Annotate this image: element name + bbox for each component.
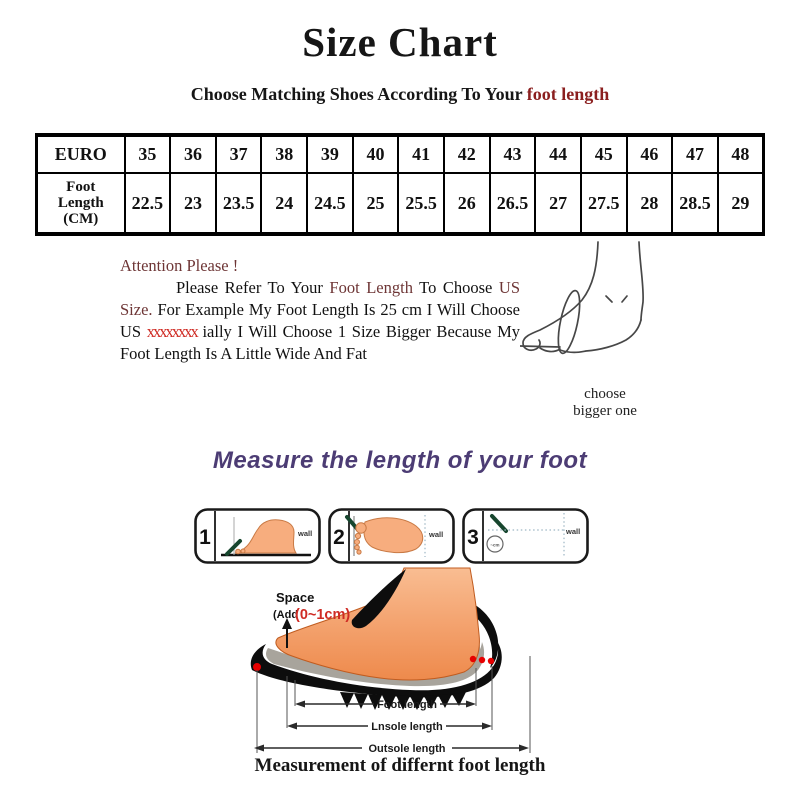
size-cell: 38 — [260, 134, 309, 174]
attention-text: Please Refer To Your — [176, 278, 330, 297]
size-cell: 42 — [442, 134, 491, 174]
attention-foot-length: Foot Length — [329, 278, 413, 297]
size-cell: 37 — [214, 134, 263, 174]
wall-label: wall — [565, 527, 580, 536]
shoe-collar-swoosh — [351, 569, 406, 629]
attention-heading: Attention Please ! — [120, 256, 239, 275]
attention-paragraph: Please Refer To Your Foot Length To Choo… — [120, 277, 520, 365]
ruler-circle-icon — [486, 535, 504, 553]
add-value-label: (0~1cm) — [295, 607, 350, 623]
size-cell: 26 — [442, 172, 491, 235]
size-cell: 23.5 — [214, 172, 263, 235]
foot-length-header-line: Foot — [66, 179, 96, 195]
circle-label: ~cm — [490, 543, 499, 548]
foot-sketch — [520, 241, 645, 355]
foot-length-header-line: Length — [57, 195, 104, 211]
heel-dot — [478, 656, 486, 664]
size-cell: 26.5 — [488, 172, 537, 235]
foot-side-illustration — [234, 519, 297, 554]
measure-heading: Measure the length of your foot — [212, 447, 588, 474]
size-cell: 40 — [351, 134, 400, 174]
marker-pen-icon — [225, 539, 242, 556]
step-number: 3 — [467, 526, 479, 549]
size-cell: 23 — [169, 172, 217, 235]
size-cell: 24.5 — [306, 172, 354, 235]
step-number: 1 — [199, 526, 211, 549]
step-panel-2: 2 wall — [328, 508, 455, 564]
footer-caption: Measurement of differnt foot length — [254, 755, 546, 776]
step-panel-3: 3 ~cm wall — [462, 508, 589, 564]
foot-length-header-line: (CM) — [63, 211, 99, 227]
dim-foot-length: Foot length — [377, 699, 437, 711]
euro-header: EURO — [35, 134, 126, 174]
subtitle-prefix: Choose Matching Shoes According To Your — [190, 84, 527, 104]
tread-teeth — [340, 692, 466, 710]
size-cell: 39 — [306, 134, 354, 174]
heel-dot — [487, 657, 495, 665]
attention-note: Attention Please ! Please Refer To Your … — [120, 255, 520, 365]
size-cell: 48 — [716, 134, 765, 174]
foot-and-leg — [275, 567, 480, 681]
step-panel-1: 1 wall — [194, 508, 321, 564]
size-cell: 24 — [260, 172, 309, 235]
wall-label: wall — [297, 529, 312, 538]
size-cell: 46 — [625, 134, 674, 174]
page-title: Size Chart — [302, 19, 498, 65]
dim-insole-length: Lnsole length — [371, 721, 443, 733]
space-arrowhead — [282, 618, 292, 629]
sole-diagram: Space (Add (0~1cm) Foot length Lnsole le… — [250, 567, 531, 755]
size-cell: 25 — [351, 172, 400, 235]
subtitle-highlight: foot length — [526, 84, 610, 104]
size-cell: 28.5 — [671, 172, 719, 235]
size-cell: 27 — [534, 172, 582, 235]
size-cell: 28 — [625, 172, 674, 235]
ankle-marks — [605, 295, 628, 303]
space-label: Space — [276, 590, 314, 605]
size-cell: 45 — [579, 134, 628, 174]
girth-ellipse — [557, 289, 581, 355]
attention-text: For Example My Foot Length Is 25 cm I Wi… — [120, 300, 520, 341]
size-cell: 22.5 — [123, 172, 172, 235]
size-cell: 41 — [397, 134, 445, 174]
marker-pen-icon — [490, 514, 508, 533]
caption-line: choose — [584, 386, 626, 402]
big-toe — [355, 522, 367, 534]
size-cell: 35 — [123, 134, 172, 174]
size-cell: 29 — [716, 172, 765, 235]
size-cell: 25.5 — [397, 172, 445, 235]
size-cell: 36 — [169, 134, 217, 174]
size-table: EURO 35 36 37 38 39 40 41 42 43 44 45 46 47 48 Foot L… — [35, 133, 765, 236]
measuring-steps: 1 wall 2 wall 3 — [194, 508, 589, 564]
pointer-line — [520, 345, 561, 348]
attention-text: ially I Will Choose 1 Size Bigger Becaus… — [120, 322, 521, 363]
heel-dot — [469, 655, 477, 663]
outsole-shape — [250, 640, 502, 698]
table-row-euro: EURO 35 36 37 38 39 40 41 42 43 44 45 46 47 48 — [35, 134, 765, 174]
caption-line: bigger one — [573, 403, 637, 419]
foot-length-header: Foot Length (CM) — [35, 172, 126, 235]
toe-dot — [253, 663, 261, 671]
size-cell: 27.5 — [579, 172, 628, 235]
attention-redacted-x: xxxxxxxx — [146, 322, 199, 341]
attention-text: To Choose — [412, 278, 499, 297]
attention-us-size: US Size. — [120, 278, 520, 319]
wall-label: wall — [428, 530, 443, 539]
add-prefix-label: (Add — [273, 609, 298, 621]
size-cell: 44 — [534, 134, 582, 174]
size-cell: 47 — [671, 134, 719, 174]
subtitle: Choose Matching Shoes According To Your … — [0, 84, 800, 105]
step-number: 2 — [333, 526, 345, 549]
dim-outsole-length: Outsole length — [369, 743, 446, 755]
table-row-foot-length: Foot Length (CM) 22.5 23 23.5 24 24.5 25 25.5 2… — [35, 172, 765, 235]
size-cell: 43 — [488, 134, 537, 174]
choose-bigger-caption: choose bigger one — [540, 386, 670, 420]
